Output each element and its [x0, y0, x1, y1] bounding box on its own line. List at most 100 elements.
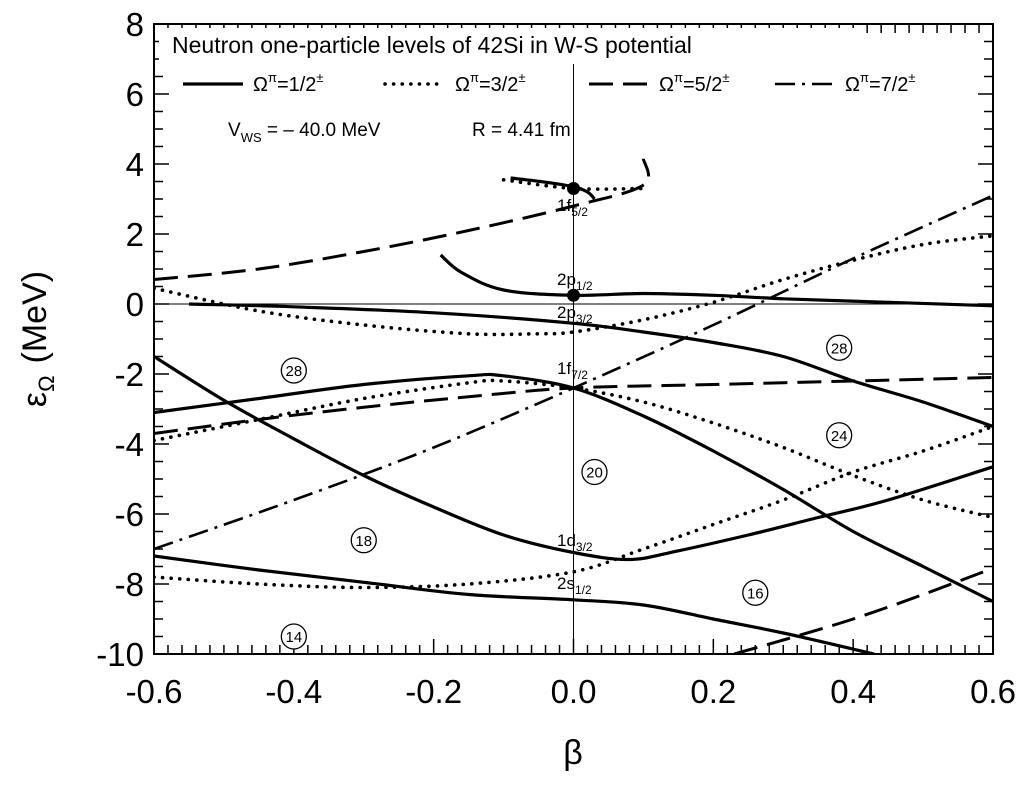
series-omega-1-2-solid — [154, 554, 875, 654]
y-tick-label: -4 — [115, 426, 144, 463]
legend-sup: π — [860, 70, 869, 85]
level-dot — [567, 182, 580, 195]
x-axis-label: β — [563, 734, 583, 772]
magic-number-circle — [280, 357, 307, 384]
y-tick-label: 0 — [126, 286, 144, 323]
magic-number-circle — [280, 623, 307, 650]
orbital-main: 2p — [557, 270, 576, 289]
legend-pm: ± — [722, 70, 729, 85]
param-v-value: = – 40.0 MeV — [262, 120, 381, 141]
legend-symbol: Ω — [253, 74, 268, 96]
magic-number-circle — [742, 579, 769, 606]
x-tick-label: -0.4 — [265, 673, 322, 710]
series-omega-5-2-dashed — [154, 376, 993, 435]
y-tick-label: 8 — [126, 6, 144, 43]
series-omega-1-2-solid — [154, 372, 993, 603]
orbital-label: 2p3/2 — [557, 303, 593, 326]
orbital-label: 2p1/2 — [557, 270, 593, 293]
legend-label: Ωπ=7/2± — [845, 70, 916, 96]
y-axis-label-sub: Ω — [34, 375, 59, 391]
x-tick-label: -0.2 — [405, 673, 462, 710]
orbital-label: 2s1/2 — [557, 574, 592, 597]
plot-frame — [153, 23, 994, 655]
y-tick-label: 6 — [126, 76, 144, 113]
x-tick-label: 0.4 — [830, 673, 876, 710]
legend-value: =5/2 — [683, 74, 722, 96]
legend-label: Ωπ=3/2± — [455, 70, 526, 96]
orbital-main: 1f — [557, 196, 571, 215]
orbital-sub: 1/2 — [575, 583, 592, 597]
legend-label: Ωπ=5/2± — [659, 70, 730, 96]
level-dot — [567, 288, 580, 302]
magic-number-circle — [581, 458, 608, 486]
param-radius: R = 4.41 fm — [472, 120, 571, 141]
series-omega-1-2-solid — [439, 253, 993, 308]
orbital-label: 1f5/2 — [557, 196, 588, 219]
y-tick-label: 2 — [126, 216, 144, 253]
legend-value: =3/2 — [479, 74, 518, 96]
series-omega-1-2-solid — [188, 302, 993, 429]
series-omega-5-2-dashed — [154, 158, 651, 281]
orbital-main: 1d — [557, 531, 576, 550]
orbital-label: 1f7/2 — [557, 359, 588, 382]
legend-sup: π — [674, 70, 683, 85]
orbital-label: 1d3/2 — [557, 531, 593, 554]
y-axis-label-unit: (MeV) — [16, 271, 54, 364]
legend-value: =1/2 — [277, 74, 316, 96]
orbital-sub: 1/2 — [576, 279, 593, 293]
magic-number-label: 14 — [285, 629, 302, 646]
y-tick-label: -2 — [115, 356, 144, 393]
y-axis-label: εΩ (MeV) — [16, 271, 59, 407]
level-markers — [567, 182, 580, 302]
orbital-main: 2p — [557, 303, 576, 322]
legend: Ωπ=1/2± Ωπ=3/2± Ωπ=5/2± Ωπ=7/2± — [183, 70, 916, 96]
magic-number-circle — [350, 527, 377, 554]
y-axis-label-main: ε — [16, 392, 54, 407]
legend-value: =7/2 — [869, 74, 908, 96]
legend-symbol: Ω — [659, 74, 674, 96]
x-tick-label: -0.6 — [126, 673, 183, 710]
series-omega-5-2-dashed — [733, 566, 993, 654]
magic-number-label: 28 — [285, 363, 302, 380]
orbital-sub: 7/2 — [571, 368, 588, 382]
y-tick-label: -8 — [115, 566, 144, 603]
series-omega-7-2-dashdot — [154, 194, 993, 551]
svg-text:εΩ(MeV): εΩ (MeV) — [16, 271, 59, 407]
orbital-main: 2s — [557, 574, 575, 593]
legend-pm: ± — [518, 70, 525, 85]
y-tick-label: -10 — [96, 636, 144, 673]
orbital-sub: 3/2 — [576, 312, 593, 326]
magic-number-label: 18 — [355, 533, 372, 550]
chart-title: Neutron one-particle levels of 42Si in W… — [172, 32, 692, 58]
legend-pm: ± — [316, 70, 323, 85]
magic-number-labels: 28 28 24 20 18 16 14 — [280, 334, 853, 650]
x-tick-label: 0.0 — [551, 673, 597, 710]
legend-sup: π — [268, 70, 277, 85]
title-box — [159, 28, 864, 64]
orbital-sub: 5/2 — [571, 205, 588, 219]
legend-symbol: Ω — [455, 74, 470, 96]
x-tick-label: 0.2 — [690, 673, 736, 710]
legend-pm: ± — [908, 70, 915, 85]
magic-number-label: 24 — [831, 428, 848, 445]
magic-number-label: 28 — [831, 340, 848, 357]
y-tick-label: -6 — [115, 496, 144, 533]
legend-label: Ωπ=1/2± — [253, 70, 324, 96]
param-v-main: V — [228, 120, 241, 141]
magic-number-circle — [826, 334, 853, 361]
x-tick-label: 0.6 — [970, 673, 1016, 710]
orbital-sub: 3/2 — [576, 540, 593, 554]
param-vws: VWS = – 40.0 MeV — [228, 120, 381, 145]
series-omega-3-2-dotted — [154, 234, 993, 337]
magic-number-label: 20 — [586, 465, 603, 482]
legend-sup: π — [470, 70, 479, 85]
param-v-sub: WS — [241, 130, 262, 145]
y-tick-label: 4 — [126, 146, 144, 183]
legend-symbol: Ω — [845, 74, 860, 96]
magic-number-label: 16 — [747, 585, 764, 602]
magic-number-circle — [826, 422, 853, 449]
orbital-main: 1f — [557, 359, 571, 378]
